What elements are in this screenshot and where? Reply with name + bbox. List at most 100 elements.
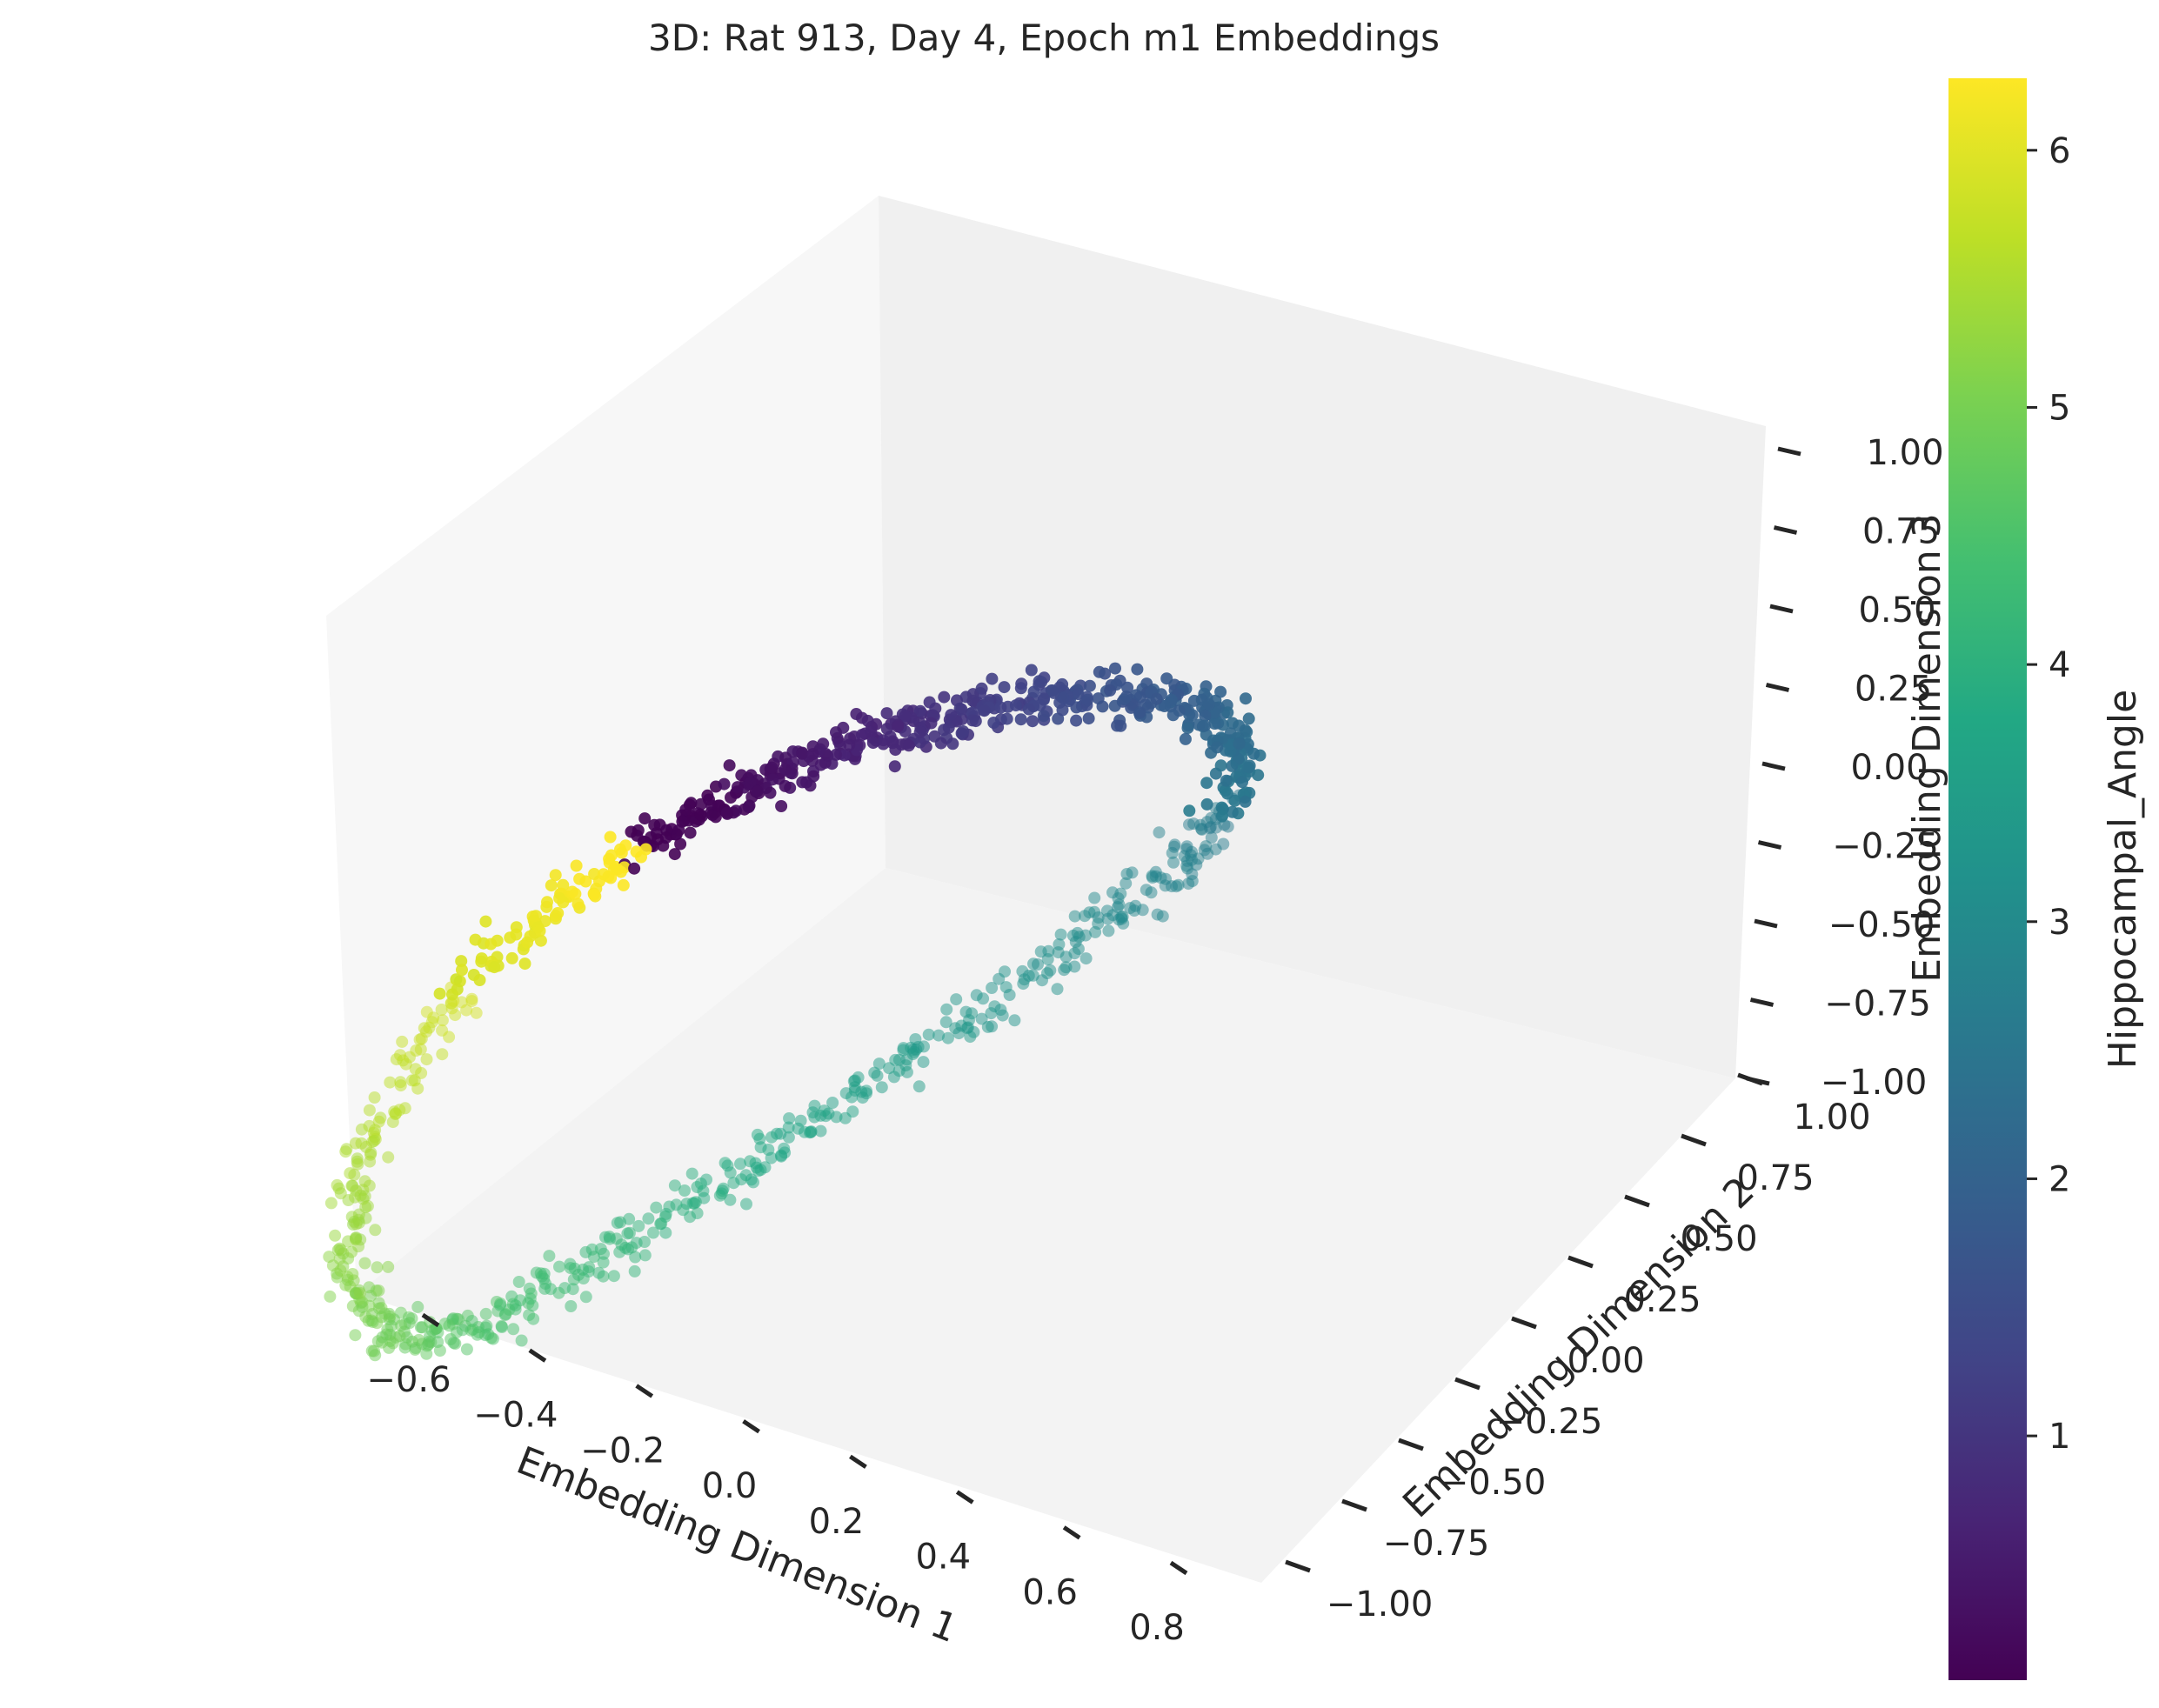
scatter-point <box>691 1181 704 1193</box>
scatter-point <box>808 1099 821 1112</box>
scatter-point <box>1252 769 1265 782</box>
scatter-point <box>712 799 725 812</box>
scatter-point <box>735 1173 748 1186</box>
scatter-point <box>416 1321 429 1334</box>
z-tick-label: −0.25 <box>1832 827 1939 867</box>
scatter-point <box>1016 964 1029 977</box>
y-tick-label: 1.00 <box>1793 1098 1870 1138</box>
scatter-point <box>917 1056 930 1069</box>
scatter-point <box>732 781 744 794</box>
scatter-point <box>993 972 1006 985</box>
scatter-point <box>1066 929 1080 942</box>
scatter-point <box>409 1342 422 1354</box>
scatter-point <box>877 737 890 751</box>
scatter-point <box>384 1076 397 1089</box>
y-tick-mark <box>1341 1498 1367 1512</box>
scatter-point <box>638 1249 652 1262</box>
scatter-point <box>1003 989 1016 1001</box>
scatter-point <box>975 682 988 695</box>
scatter-point <box>886 737 899 750</box>
z-tick-mark <box>1773 525 1798 535</box>
scatter-point <box>1158 700 1171 712</box>
scatter-point <box>642 1212 655 1225</box>
scatter-point <box>470 1006 483 1019</box>
scatter-point <box>1068 910 1081 923</box>
scatter-point <box>505 951 518 964</box>
scatter-point <box>1140 884 1153 897</box>
scatter-point <box>604 1232 616 1245</box>
scatter-point <box>932 1029 946 1042</box>
scatter-point <box>409 1063 422 1076</box>
scatter-point <box>1208 717 1221 730</box>
y-tick-mark <box>1454 1377 1481 1391</box>
z-tick-label: 0.75 <box>1862 512 1940 552</box>
colorbar-ticks: 1 2 3 4 5 6 <box>2027 131 2070 1457</box>
scatter-point <box>1036 974 1048 987</box>
scatter-point <box>1026 715 1039 728</box>
x-tick-mark <box>635 1384 654 1398</box>
x-axis-ticks: −0.6 −0.4 −0.2 0.0 0.2 0.4 0.6 0.8 <box>366 1312 1188 1648</box>
z-tick-mark <box>1777 446 1801 457</box>
scatter-point <box>433 987 446 1000</box>
scatter-point <box>700 1173 712 1186</box>
scatter-point <box>1022 703 1035 716</box>
scatter-point <box>744 777 757 790</box>
scatter-point <box>1046 684 1059 697</box>
scatter-point <box>998 681 1011 694</box>
scatter-point <box>456 1324 469 1337</box>
scatter-point <box>1106 886 1119 899</box>
scatter-point <box>324 1290 337 1303</box>
scatter-point <box>1247 747 1260 760</box>
scatter-point <box>843 738 856 751</box>
x-tick-label: −0.4 <box>473 1396 558 1436</box>
scatter-point <box>485 937 498 951</box>
y-tick-label: 0.50 <box>1680 1219 1757 1259</box>
scatter-point <box>479 1307 492 1320</box>
scatter-point <box>344 1167 357 1180</box>
y-tick-label: 0.75 <box>1736 1158 1814 1198</box>
scatter-point <box>1100 904 1113 917</box>
scatter-point <box>1082 712 1095 725</box>
scatter-point <box>950 993 963 1006</box>
scatter-point <box>1183 804 1196 817</box>
scatter-point <box>1186 868 1199 881</box>
x-tick-mark <box>528 1348 547 1363</box>
scatter-point <box>541 896 553 909</box>
scatter-point <box>455 955 468 968</box>
colorbar-tick-label: 6 <box>2049 131 2070 171</box>
scatter-point <box>938 691 951 704</box>
scatter-point <box>1068 947 1081 960</box>
scatter-point <box>887 1071 900 1084</box>
scatter-point <box>1226 805 1239 818</box>
scatter-point <box>889 1053 902 1066</box>
scatter-point <box>734 1158 746 1171</box>
scatter-point <box>543 1250 556 1263</box>
scatter-point <box>751 784 764 797</box>
y-tick-mark <box>1398 1438 1424 1451</box>
x-tick-mark <box>1169 1560 1188 1576</box>
scatter-point <box>1160 672 1173 685</box>
scatter-point <box>663 1200 676 1213</box>
z-tick-label: 1.00 <box>1866 433 1943 473</box>
scatter-point <box>473 974 486 986</box>
scatter-point <box>800 776 813 789</box>
z-axis-ticks: −1.00 −0.75 −0.50 −0.25 0.00 0.25 0.50 0.75 1.00 <box>1746 433 1944 1103</box>
scatter-point <box>534 934 547 947</box>
x-tick-mark <box>421 1312 440 1328</box>
scatter-point <box>1109 662 1121 675</box>
scatter-point <box>582 1265 595 1278</box>
scatter-point <box>1167 856 1180 869</box>
scatter-point <box>647 1226 659 1239</box>
scatter-point <box>494 1298 506 1311</box>
scatter-point <box>1151 908 1164 921</box>
scatter-point <box>382 1151 395 1164</box>
scatter-point <box>1150 692 1163 705</box>
z-tick-mark <box>1746 1076 1770 1086</box>
scatter-point <box>955 703 968 716</box>
scatter-point <box>1200 797 1213 811</box>
scatter-point <box>1059 961 1073 974</box>
scatter-point <box>880 707 893 720</box>
y-tick-mark <box>1681 1133 1707 1147</box>
scatter-point <box>1182 877 1195 891</box>
scatter-point <box>523 1309 536 1322</box>
